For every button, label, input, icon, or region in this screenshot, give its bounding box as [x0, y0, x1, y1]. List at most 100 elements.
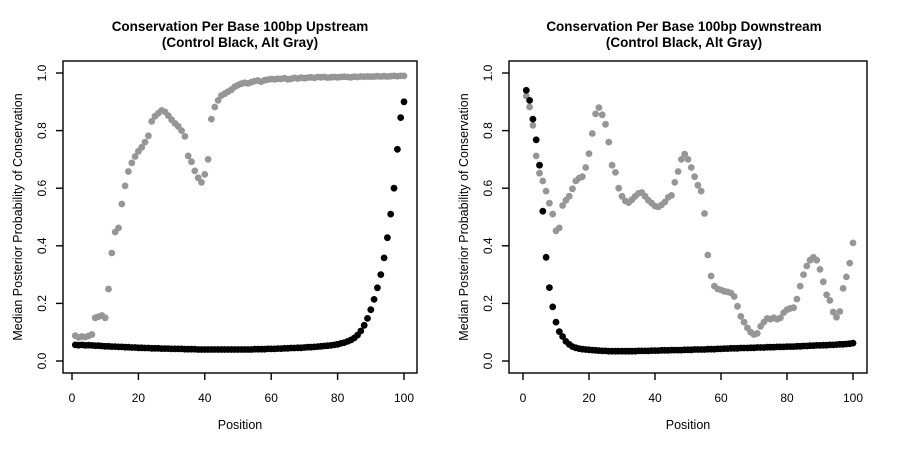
- alt-data-point: [201, 171, 209, 178]
- x-tick-label: 80: [780, 391, 794, 405]
- alt-data-point: [549, 210, 557, 218]
- alt-data-point: [101, 314, 109, 322]
- alt-data-point: [819, 278, 827, 286]
- y-tick-label: 0.8: [35, 122, 49, 139]
- alt-data-point: [565, 192, 573, 200]
- downstream-plot-border: [508, 60, 868, 374]
- alt-data-point: [121, 182, 129, 190]
- x-tick-label: 0: [520, 391, 527, 405]
- x-tick-label: 20: [132, 391, 146, 405]
- upstream-x-axis-ticks: 0 20 40 60 80 100: [69, 373, 414, 405]
- control-data-point: [529, 115, 537, 123]
- alt-data-point: [668, 192, 675, 199]
- alt-data-point: [559, 202, 566, 209]
- upstream-plot-border: [62, 60, 418, 374]
- downstream-plot: Conservation Per Base 100bp Downstream (…: [457, 19, 868, 432]
- alt-data-point: [178, 127, 186, 134]
- alt-data-point: [115, 224, 122, 232]
- alt-data-point: [595, 104, 603, 111]
- alt-data-point: [131, 153, 139, 160]
- control-data-point: [357, 327, 365, 335]
- upstream-y-axis-label: Median Posterior Probability of Conserva…: [11, 93, 25, 340]
- control-data-point: [390, 184, 398, 192]
- alt-data-point: [839, 285, 847, 292]
- alt-data-point: [615, 184, 623, 192]
- control-data-point: [552, 318, 560, 326]
- alt-data-point: [829, 308, 837, 316]
- alt-data-point: [681, 150, 689, 158]
- alt-data-point: [138, 143, 146, 151]
- alt-data-point: [674, 168, 682, 175]
- y-tick-label: 0.8: [481, 122, 495, 139]
- control-data-point: [546, 284, 553, 291]
- y-tick-label: 0.0: [35, 352, 49, 369]
- alt-data-point: [691, 173, 698, 181]
- alt-data-point: [612, 169, 619, 176]
- alt-data-point: [542, 187, 550, 195]
- alt-data-point: [88, 331, 96, 338]
- downstream-x-axis-ticks: 0 20 40 60 80 100: [520, 373, 863, 405]
- upstream-plot: Conservation Per Base 100bp Upstream (Co…: [11, 19, 418, 432]
- alt-data-point: [588, 130, 596, 137]
- alt-data-point: [704, 251, 712, 259]
- downstream-subtitle: (Control Black, Alt Gray): [606, 35, 762, 50]
- x-tick-label: 40: [648, 391, 662, 405]
- x-tick-label: 60: [714, 391, 728, 405]
- alt-data-point: [823, 291, 830, 299]
- control-data-point: [364, 315, 371, 322]
- alt-data-point: [790, 304, 797, 312]
- alt-data-point: [214, 97, 222, 104]
- control-data-point: [397, 114, 405, 121]
- alt-data-point: [707, 272, 715, 280]
- alt-data-point: [148, 118, 156, 125]
- downstream-x-axis-label: Position: [666, 418, 711, 432]
- control-data-point: [532, 136, 540, 144]
- alt-data-point: [816, 266, 824, 273]
- control-data-point: [542, 253, 550, 261]
- control-data-point: [559, 333, 566, 340]
- alt-data-point: [753, 330, 761, 337]
- x-tick-label: 20: [582, 391, 596, 405]
- control-data-point: [387, 210, 395, 218]
- alt-data-point: [605, 138, 613, 146]
- alt-data-point: [800, 271, 807, 278]
- alt-data-point: [105, 285, 112, 293]
- alt-data-point: [846, 259, 854, 267]
- y-tick-label: 1.0: [481, 64, 495, 81]
- alt-data-point: [204, 156, 212, 163]
- alt-data-point: [737, 313, 745, 320]
- y-tick-label: 0.6: [481, 180, 495, 197]
- x-tick-label: 60: [265, 391, 279, 405]
- control-data-point: [522, 86, 530, 94]
- x-tick-label: 40: [198, 391, 212, 405]
- upstream-x-axis-label: Position: [218, 418, 263, 432]
- control-data-point: [400, 98, 408, 106]
- alt-data-point: [188, 158, 195, 166]
- alt-data-point: [181, 133, 189, 140]
- alt-data-point: [694, 181, 702, 189]
- control-data-point: [549, 303, 557, 311]
- alt-data-point: [145, 132, 152, 140]
- upstream-data-points: [71, 72, 408, 353]
- y-tick-label: 0.4: [35, 237, 49, 254]
- y-tick-label: 0.2: [35, 295, 49, 312]
- control-data-point: [536, 161, 543, 169]
- alt-data-point: [730, 293, 738, 300]
- alt-data-point: [526, 103, 533, 111]
- control-data-point: [849, 339, 857, 347]
- alt-data-point: [198, 179, 205, 186]
- alt-data-point: [579, 173, 586, 181]
- upstream-y-axis-ticks: 0.0 0.2 0.4 0.6 0.8 1.0: [35, 64, 63, 369]
- alt-data-point: [108, 249, 116, 257]
- downstream-y-axis-ticks: 0.0 0.2 0.4 0.6 0.8 1.0: [481, 64, 509, 369]
- alt-data-point: [536, 169, 543, 177]
- alt-data-point: [585, 150, 593, 158]
- alt-data-point: [826, 297, 834, 304]
- alt-data-point: [678, 156, 685, 163]
- x-tick-label: 80: [331, 391, 345, 405]
- y-tick-label: 1.0: [35, 64, 49, 81]
- control-data-point: [367, 306, 375, 314]
- alt-data-point: [740, 318, 748, 326]
- alt-data-point: [208, 115, 215, 123]
